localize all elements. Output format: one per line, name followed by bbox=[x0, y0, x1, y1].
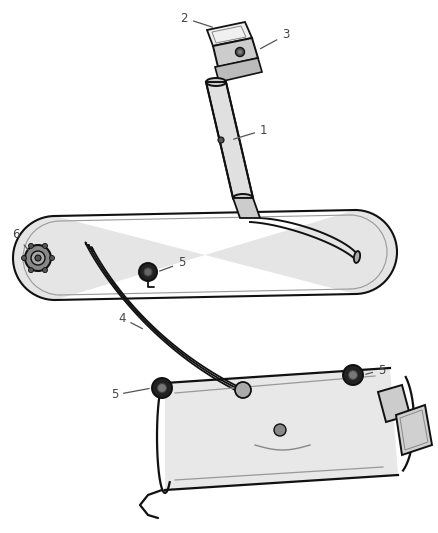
Circle shape bbox=[274, 424, 286, 436]
Circle shape bbox=[42, 244, 47, 248]
Polygon shape bbox=[213, 38, 258, 67]
Circle shape bbox=[349, 370, 357, 379]
Circle shape bbox=[139, 263, 157, 281]
Ellipse shape bbox=[233, 194, 253, 202]
Text: 5: 5 bbox=[159, 256, 185, 271]
Text: 2: 2 bbox=[180, 12, 212, 27]
Polygon shape bbox=[215, 58, 262, 82]
Circle shape bbox=[28, 244, 33, 248]
Circle shape bbox=[144, 268, 152, 276]
Circle shape bbox=[235, 382, 251, 398]
Polygon shape bbox=[207, 22, 252, 46]
Circle shape bbox=[28, 268, 33, 272]
Polygon shape bbox=[206, 82, 253, 198]
Text: 3: 3 bbox=[261, 28, 290, 49]
Circle shape bbox=[238, 50, 242, 54]
Polygon shape bbox=[233, 198, 260, 218]
Ellipse shape bbox=[206, 78, 226, 86]
Text: 5: 5 bbox=[366, 364, 385, 376]
Circle shape bbox=[152, 378, 172, 398]
Circle shape bbox=[25, 245, 51, 271]
Circle shape bbox=[31, 251, 45, 265]
Text: 1: 1 bbox=[233, 124, 268, 139]
Text: 5: 5 bbox=[111, 389, 149, 401]
Circle shape bbox=[49, 255, 54, 261]
Text: 4: 4 bbox=[118, 311, 142, 329]
Ellipse shape bbox=[354, 251, 360, 263]
Text: 6: 6 bbox=[12, 229, 28, 250]
Circle shape bbox=[42, 268, 47, 272]
Polygon shape bbox=[378, 385, 410, 422]
Circle shape bbox=[158, 384, 166, 392]
Polygon shape bbox=[396, 405, 432, 455]
Circle shape bbox=[218, 137, 224, 143]
Circle shape bbox=[35, 255, 41, 261]
Circle shape bbox=[236, 47, 244, 56]
Polygon shape bbox=[165, 368, 398, 490]
Polygon shape bbox=[13, 210, 397, 300]
Circle shape bbox=[21, 255, 27, 261]
Circle shape bbox=[343, 365, 363, 385]
